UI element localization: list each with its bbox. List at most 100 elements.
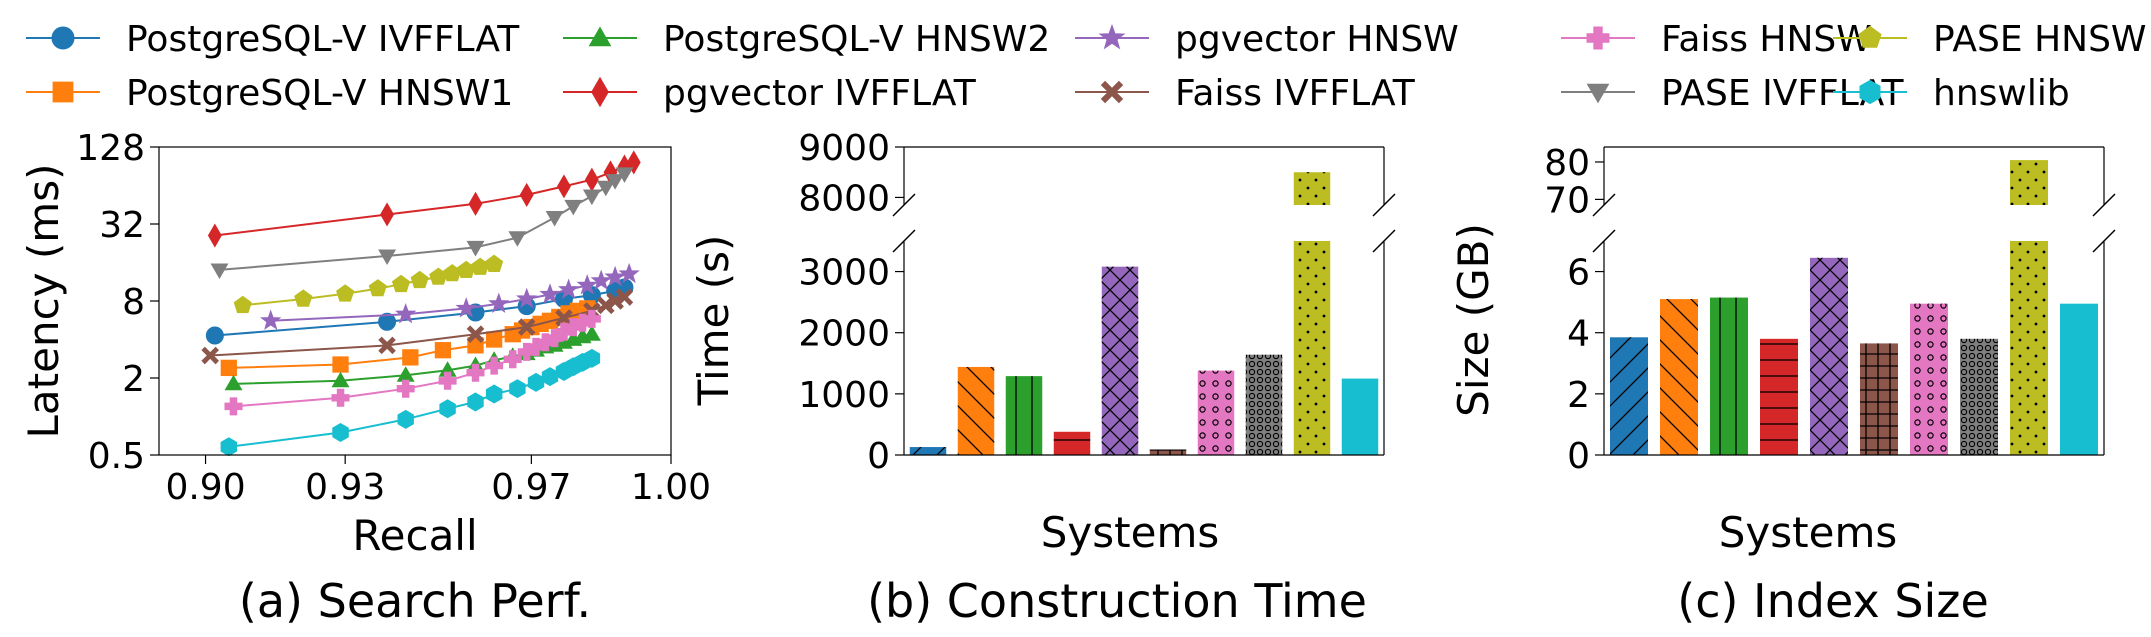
x-tick-label: 0.97	[491, 467, 571, 508]
data-point	[618, 262, 640, 284]
data-point	[434, 342, 452, 359]
legend-marker	[588, 26, 612, 47]
y-tick-label: 2	[1567, 375, 1590, 416]
bar-segment-hatch	[1810, 257, 1848, 455]
legend-item: PostgreSQL-V HNSW2	[563, 19, 1050, 60]
y-tick-label: 70	[1544, 180, 1590, 221]
data-point	[467, 392, 484, 412]
axis-break-mark	[1372, 229, 1396, 253]
y-tick-label: 0	[867, 436, 890, 477]
series	[207, 150, 641, 248]
data-point	[466, 363, 485, 382]
bar-segment-hatch	[1860, 343, 1898, 455]
data-point	[564, 199, 583, 216]
bar-segment-hatch	[1610, 337, 1648, 455]
data-point	[503, 350, 522, 369]
axis-break-mark	[892, 229, 916, 253]
axis-break-mark	[1592, 193, 1616, 217]
series	[224, 309, 601, 416]
x-axis-label: Recall	[352, 511, 477, 560]
data-point	[485, 254, 504, 272]
y-tick-label: 9000	[798, 128, 890, 169]
data-point	[294, 289, 313, 307]
data-point	[527, 372, 545, 392]
bar	[1710, 297, 1748, 455]
data-point	[207, 223, 222, 248]
data-point	[615, 167, 634, 183]
bar	[1760, 338, 1798, 455]
y-tick-label: 3000	[798, 253, 890, 294]
bar	[1610, 337, 1648, 455]
y-axis-label: Size (GB)	[1449, 223, 1498, 417]
data-point	[509, 379, 526, 399]
bar	[1197, 370, 1235, 455]
bar-segment-hatch	[1660, 299, 1698, 455]
data-point	[402, 349, 419, 366]
bar-segment-hatch	[1101, 266, 1139, 455]
bar-lower-segment-hatch	[2010, 241, 2048, 455]
bar	[1660, 299, 1698, 455]
data-point	[336, 284, 355, 302]
bar	[1860, 343, 1898, 455]
search-performance-marks	[201, 150, 641, 457]
data-point	[606, 174, 625, 190]
data-point	[466, 240, 485, 257]
data-point	[455, 297, 477, 318]
bar	[1149, 449, 1187, 455]
bar-segment	[2060, 303, 2098, 455]
y-tick-label: 0.5	[88, 436, 145, 477]
x-tick-label: 0.90	[165, 467, 245, 508]
legend-label: PostgreSQL-V HNSW2	[663, 19, 1050, 60]
axis-break-mark	[2092, 193, 2116, 217]
legend-item: Faiss HNSW	[1561, 19, 1872, 60]
data-point	[485, 356, 504, 375]
data-point	[541, 367, 559, 387]
data-point	[626, 150, 641, 175]
data-point	[615, 288, 634, 306]
data-point	[488, 292, 510, 314]
data-point	[485, 331, 503, 348]
data-point	[576, 274, 598, 295]
bar-segment-hatch	[1053, 431, 1091, 455]
legend-label: pgvector IVFFLAT	[663, 73, 977, 114]
legend-marker	[1098, 23, 1126, 50]
data-point	[515, 287, 538, 309]
x-axis-label: Systems	[1041, 508, 1220, 557]
data-point	[332, 423, 349, 442]
index-size-marks	[1610, 160, 2098, 455]
data-point	[395, 303, 417, 324]
legend-item: Faiss IVFFLAT	[1075, 73, 1416, 114]
legend-item: PASE HNSW	[1833, 19, 2147, 60]
legend-label: PostgreSQL-V HNSW1	[126, 73, 513, 114]
data-point	[508, 231, 527, 247]
data-point	[557, 278, 580, 299]
bar	[1293, 172, 1331, 455]
data-point	[485, 384, 503, 404]
y-tick-label: 8000	[798, 178, 890, 219]
series	[201, 288, 634, 365]
legend-label: PASE HNSW	[1933, 19, 2147, 60]
search-performance-chart: 0.90 0.93 0.97 1.00 0.5 2 8 32 128 Recall Latenc…	[19, 128, 711, 628]
data-point	[378, 249, 397, 265]
bar	[1101, 266, 1139, 455]
data-point	[220, 437, 237, 457]
legend: PostgreSQL-V IVFFLAT PostgreSQL-V HNSW1 Po…	[26, 19, 2147, 114]
data-point	[545, 211, 564, 227]
bar	[909, 447, 947, 455]
data-point	[582, 309, 601, 328]
legend-item: PostgreSQL-V HNSW1	[26, 73, 513, 114]
data-point	[380, 202, 395, 227]
legend-marker	[1100, 80, 1124, 104]
y-axis-label: Time (s)	[689, 235, 738, 407]
legend-marker	[51, 26, 75, 50]
data-point	[378, 312, 397, 331]
bar-segment-hatch	[1245, 354, 1283, 455]
legend-label: hnswlib	[1933, 73, 2070, 114]
data-point	[331, 388, 350, 407]
data-point	[584, 167, 599, 192]
x-axis-label: Systems	[1719, 508, 1898, 557]
legend-item: pgvector HNSW	[1075, 19, 1459, 60]
x-tick-label: 1.00	[631, 467, 711, 508]
legend-label: Faiss IVFFLAT	[1175, 73, 1416, 114]
x-tick-label: 0.93	[305, 467, 385, 508]
